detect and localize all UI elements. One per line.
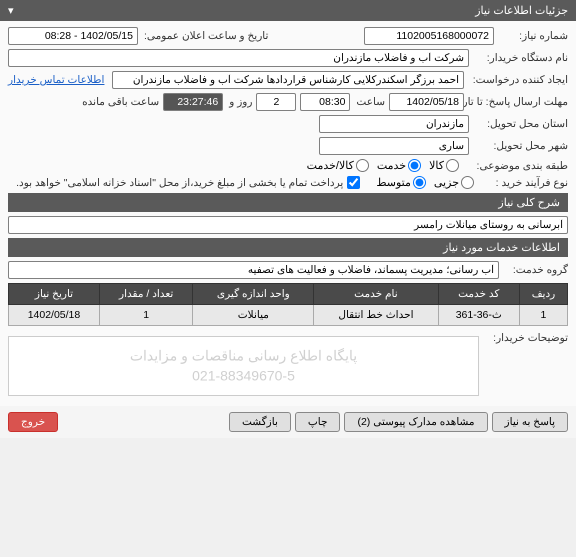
td-unit: میانلات: [193, 305, 314, 326]
table-header-row: ردیف کد خدمت نام خدمت واحد اندازه گیری ت…: [9, 284, 568, 305]
service-group-input[interactable]: [8, 261, 499, 279]
radio-kala-khedmat-input[interactable]: [356, 159, 369, 172]
radio-khedmat-input[interactable]: [408, 159, 421, 172]
reply-date-input[interactable]: [389, 93, 464, 111]
view-docs-button[interactable]: مشاهده مدارک پیوستی (2): [344, 412, 487, 432]
form-body: شماره نیاز: تاریخ و ساعت اعلان عمومی: نا…: [0, 21, 576, 406]
table-body: 1 ث-36-361 احداث خط انتقال میانلات 1 140…: [9, 305, 568, 326]
radio-khedmat[interactable]: خدمت: [377, 159, 421, 172]
th-name: نام خدمت: [314, 284, 438, 305]
footer-buttons: پاسخ به نیاز مشاهده مدارک پیوستی (2) چاپ…: [0, 406, 576, 438]
radio-medium-input[interactable]: [413, 176, 426, 189]
th-date: تاریخ نیاز: [9, 284, 100, 305]
main-desc-input[interactable]: [8, 216, 568, 234]
buyer-notes-label: توضیحات خریدار:: [483, 332, 568, 344]
subject-radio-group: کالا خدمت کالا/خدمت: [307, 159, 459, 172]
buyer-org-input[interactable]: [8, 49, 469, 67]
back-button[interactable]: بازگشت: [229, 412, 291, 432]
td-code: ث-36-361: [438, 305, 519, 326]
row-subject-class: طبقه بندی موضوعی: کالا خدمت کالا/خدمت: [8, 159, 568, 172]
city-input[interactable]: [319, 137, 469, 155]
radio-medium[interactable]: متوسط: [376, 176, 426, 189]
service-group-label: گروه خدمت:: [503, 264, 568, 276]
th-row: ردیف: [519, 284, 567, 305]
city-label: شهر محل تحویل:: [473, 140, 568, 152]
row-province: استان محل تحویل:: [8, 115, 568, 133]
row-process-type: نوع فرآیند خرید : جزیی متوسط پرداخت تمام…: [8, 176, 568, 189]
td-row: 1: [519, 305, 567, 326]
subject-class-label: طبقه بندی موضوعی:: [463, 160, 568, 172]
process-type-label: نوع فرآیند خرید :: [478, 177, 568, 189]
panel-header: جزئیات اطلاعات نیاز ▾: [0, 0, 576, 21]
buyer-org-label: نام دستگاه خریدار:: [473, 52, 568, 64]
radio-kala-input[interactable]: [446, 159, 459, 172]
panel-title: جزئیات اطلاعات نیاز: [475, 5, 568, 17]
services-table: ردیف کد خدمت نام خدمت واحد اندازه گیری ت…: [8, 283, 568, 326]
province-label: استان محل تحویل:: [473, 118, 568, 130]
section-main-desc: شرح کلی نیاز: [8, 193, 568, 212]
requester-input[interactable]: [112, 71, 464, 89]
radio-medium-label: متوسط: [376, 176, 411, 189]
requester-label: ایجاد کننده درخواست:: [468, 74, 568, 86]
buyer-notes-area[interactable]: پایگاه اطلاع رسانی مناقصات و مزایدات 021…: [8, 336, 479, 396]
reply-time-input[interactable]: [300, 93, 350, 111]
watermark-line-2: 021-88349670-5: [130, 366, 357, 386]
print-button[interactable]: چاپ: [295, 412, 341, 432]
row-need-number: شماره نیاز: تاریخ و ساعت اعلان عمومی:: [8, 27, 568, 45]
row-buyer-notes: توضیحات خریدار: پایگاه اطلاع رسانی مناقص…: [8, 332, 568, 396]
need-number-label: شماره نیاز:: [498, 30, 568, 42]
process-radio-group: جزیی متوسط: [376, 176, 474, 189]
radio-minor-label: جزیی: [434, 176, 459, 189]
remaining-label: ساعت باقی مانده: [80, 96, 159, 108]
table-head: ردیف کد خدمت نام خدمت واحد اندازه گیری ت…: [9, 284, 568, 305]
watermark: پایگاه اطلاع رسانی مناقصات و مزایدات 021…: [130, 346, 357, 385]
th-unit: واحد اندازه گیری: [193, 284, 314, 305]
collapse-icon[interactable]: ▾: [8, 4, 14, 17]
button-group-right: پاسخ به نیاز مشاهده مدارک پیوستی (2) چاپ…: [229, 412, 568, 432]
row-requester: ایجاد کننده درخواست: اطلاعات تماس خریدار: [8, 71, 568, 89]
row-deadline: مهلت ارسال پاسخ: تا تاریخ: ساعت روز و سا…: [8, 93, 568, 111]
details-panel: جزئیات اطلاعات نیاز ▾ شماره نیاز: تاریخ …: [0, 0, 576, 438]
payment-checkbox[interactable]: [347, 176, 360, 189]
td-qty: 1: [99, 305, 192, 326]
radio-kala[interactable]: کالا: [429, 159, 459, 172]
row-buyer-org: نام دستگاه خریدار:: [8, 49, 568, 67]
radio-minor[interactable]: جزیی: [434, 176, 474, 189]
th-qty: تعداد / مقدار: [99, 284, 192, 305]
announce-date-label: تاریخ و ساعت اعلان عمومی:: [142, 30, 268, 42]
deadline-label: مهلت ارسال پاسخ: تا تاریخ:: [468, 96, 568, 108]
radio-minor-input[interactable]: [461, 176, 474, 189]
contact-link[interactable]: اطلاعات تماس خریدار: [8, 74, 104, 86]
announce-date-input[interactable]: [8, 27, 138, 45]
table-row[interactable]: 1 ث-36-361 احداث خط انتقال میانلات 1 140…: [9, 305, 568, 326]
remaining-time-input: [163, 93, 223, 111]
days-count-input[interactable]: [256, 93, 296, 111]
row-city: شهر محل تحویل:: [8, 137, 568, 155]
td-date: 1402/05/18: [9, 305, 100, 326]
radio-kala-khedmat[interactable]: کالا/خدمت: [307, 159, 369, 172]
watermark-line-1: پایگاه اطلاع رسانی مناقصات و مزایدات: [130, 346, 357, 366]
radio-kala-label: کالا: [429, 159, 444, 172]
time-label-1: ساعت: [354, 96, 385, 108]
province-input[interactable]: [319, 115, 469, 133]
td-name: احداث خط انتقال: [314, 305, 438, 326]
th-code: کد خدمت: [438, 284, 519, 305]
reply-button[interactable]: پاسخ به نیاز: [492, 412, 568, 432]
need-number-input[interactable]: [364, 27, 494, 45]
exit-button[interactable]: خروج: [8, 412, 58, 432]
row-service-group: گروه خدمت:: [8, 261, 568, 279]
days-label: روز و: [227, 96, 252, 108]
section-services: اطلاعات خدمات مورد نیاز: [8, 238, 568, 257]
radio-khedmat-label: خدمت: [377, 159, 406, 172]
payment-note: پرداخت تمام یا بخشی از مبلغ خرید،از محل …: [14, 177, 343, 189]
radio-kala-khedmat-label: کالا/خدمت: [307, 159, 354, 172]
